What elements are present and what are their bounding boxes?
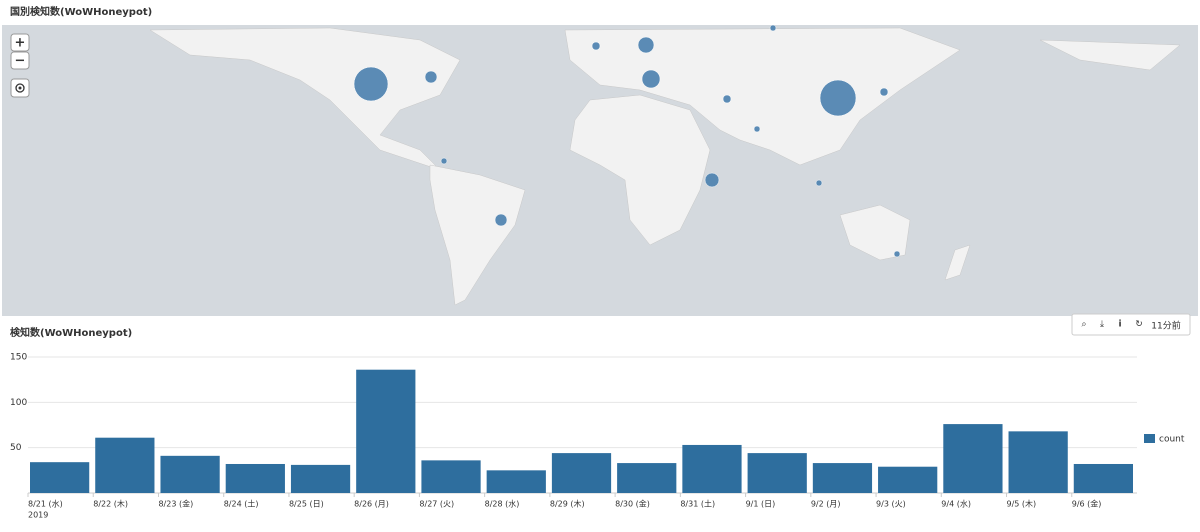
refresh-icon[interactable]: ↻ [1135,320,1143,330]
x-year-label: 2019 [28,511,48,520]
bar [160,455,220,493]
locate-button[interactable] [10,78,30,98]
bar [290,464,351,493]
map-bubble[interactable] [819,79,857,117]
map-bubble[interactable] [722,94,732,104]
bar [812,463,873,493]
bar [943,424,1003,493]
zoom-in-label[interactable]: + [15,36,26,51]
bar [1073,463,1133,493]
map-bubble[interactable] [704,172,720,188]
map-bubble[interactable] [440,157,448,165]
x-tick-label: 8/26 (月) [354,500,389,509]
map-title: 国別検知数(WoWHoneypot) [10,5,152,18]
bar [878,466,938,493]
x-tick-label: 8/22 (木) [93,499,128,509]
x-tick-label: 8/21 (水) [28,499,63,509]
x-tick-label: 8/31 (土) [680,499,715,509]
map-bubble[interactable] [893,250,901,258]
bar [95,437,155,493]
x-tick-label: 8/29 (木) [550,499,585,509]
bar [225,463,285,493]
map-bubble[interactable] [753,125,761,133]
map [2,24,1198,316]
bar [747,453,807,493]
map-bubble[interactable] [815,179,823,187]
map-bubble[interactable] [424,70,438,84]
bar [421,460,481,493]
x-tick-label: 8/23 (金) [158,499,193,509]
map-bubble[interactable] [494,213,508,227]
time-ago: 11分前 [1151,320,1180,332]
map-bubble[interactable] [879,87,889,97]
bar [30,462,90,493]
bar [617,463,677,493]
map-bubble[interactable] [353,66,389,102]
bar [486,470,546,493]
x-tick-label: 9/6 (金) [1072,499,1102,509]
map-bubble[interactable] [637,36,655,54]
export-icon[interactable]: ⤓ [1100,320,1104,330]
x-tick-label: 8/27 (火) [419,500,454,509]
bar [1008,431,1068,493]
x-tick-label: 9/1 (日) [746,500,776,509]
x-tick-label: 8/30 (金) [615,499,650,509]
toolbar: ⌕ ⤓ i ↻ 11分前 [1071,313,1191,336]
zoom-out[interactable]: − [10,51,30,70]
x-tick-label: 9/5 (木) [1007,499,1037,509]
x-tick-label: 9/4 (水) [941,499,971,509]
map-bubble[interactable] [641,69,661,89]
zoom-in[interactable]: + [10,33,30,52]
y-tick-label: 100 [10,398,27,408]
map-bubble[interactable] [591,41,601,51]
x-tick-label: 8/28 (水) [485,499,520,509]
x-tick-label: 9/2 (月) [811,500,841,509]
legend-label: count [1159,435,1185,445]
bar [682,444,742,493]
zoom-out-label[interactable]: − [15,54,26,69]
x-tick-label: 8/24 (土) [224,499,259,509]
legend-swatch [1144,434,1155,443]
y-tick-label: 150 [10,353,27,363]
map-bubble[interactable] [769,24,777,32]
bar [551,453,612,493]
y-tick-label: 50 [10,443,22,453]
chart-title: 検知数(WoWHoneypot) [10,326,132,339]
info-icon[interactable]: i [1118,320,1121,330]
x-tick-label: 8/25 (日) [289,500,324,509]
bar [356,369,416,493]
x-tick-label: 9/3 (火) [876,500,906,509]
search-icon[interactable]: ⌕ [1081,320,1086,330]
